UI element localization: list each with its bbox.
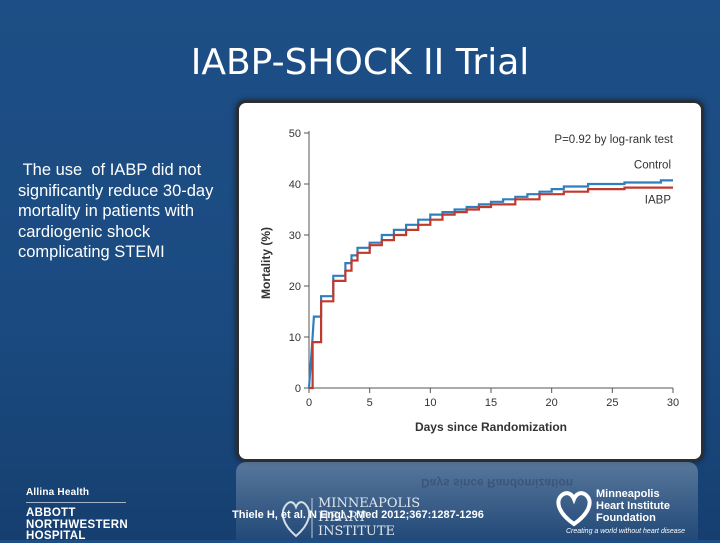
y-tick-label: 40 [289,179,301,191]
y-tick-label: 20 [289,281,301,293]
x-tick-label: 30 [667,397,679,409]
x-tick-label: 20 [546,397,558,409]
allina-health-label: Allina Health [26,487,90,498]
series-layer: Control IABP [307,159,673,390]
slide-title: IABP-SHOCK II Trial [190,42,530,83]
mpls-line-1: MINNEAPOLIS [318,496,421,511]
logo-divider [26,502,126,503]
x-tick-label: 10 [424,397,436,409]
foundation-logo: Minneapolis Heart Institute Foundation C… [552,486,720,540]
heart-icon [281,498,313,538]
citation: Thiele H, et al. N Engl J Med 2012;367:1… [232,509,484,521]
x-tick-label: 0 [306,397,312,409]
y-tick-label: 0 [295,383,301,395]
foundation-heart-icon [556,491,592,527]
foundation-line-2: Heart Institute [596,500,670,512]
y-tick-label: 30 [289,230,301,242]
series-line-iabp [309,186,673,390]
x-tick-label: 15 [485,397,497,409]
pvalue-annotation: P=0.92 by log-rank test [554,134,673,146]
chart-reflection: Days since Randomization [236,462,698,540]
survival-chart: 0 10 20 30 40 50 0 5 10 15 20 25 30 Control IABP P=0.… [236,100,704,462]
minneapolis-heart-institute-logo: MINNEAPOLIS HEART INSTITUTE [278,494,428,540]
foundation-tagline: Creating a world without heart disease [566,528,686,535]
foundation-line-1: Minneapolis [596,488,660,500]
reflection-xlabel: Days since Randomization [421,476,574,490]
y-tick-label: 50 [289,128,301,140]
abbott-line-3: HOSPITAL [26,530,86,542]
chart-canvas: 0 10 20 30 40 50 0 5 10 15 20 25 30 Control IABP P=0.… [259,128,679,434]
series-line-control [307,179,673,389]
x-tick-label: 25 [606,397,618,409]
abbott-line-2: NORTHWESTERN [26,518,128,531]
series-label-iabp: IABP [645,195,672,207]
mpls-line-3: INSTITUTE [318,524,396,539]
y-axis-label: Mortality (%) [259,227,273,299]
bullet-text: The use of IABP did not significantly re… [18,161,218,261]
foundation-line-3: Foundation [596,512,656,524]
x-tick-label: 5 [367,397,373,409]
abbott-line-1: ABBOTT [26,507,76,519]
x-axis-label: Days since Randomization [415,420,567,434]
series-label-control: Control [634,159,671,171]
axes: 0 10 20 30 40 50 0 5 10 15 20 25 30 [289,128,679,409]
y-tick-label: 10 [289,332,301,344]
mpls-line-2: HEART [318,510,367,525]
allina-abbott-logo: Allina Health ABBOTT NORTHWESTERN HOSPIT… [26,487,136,543]
